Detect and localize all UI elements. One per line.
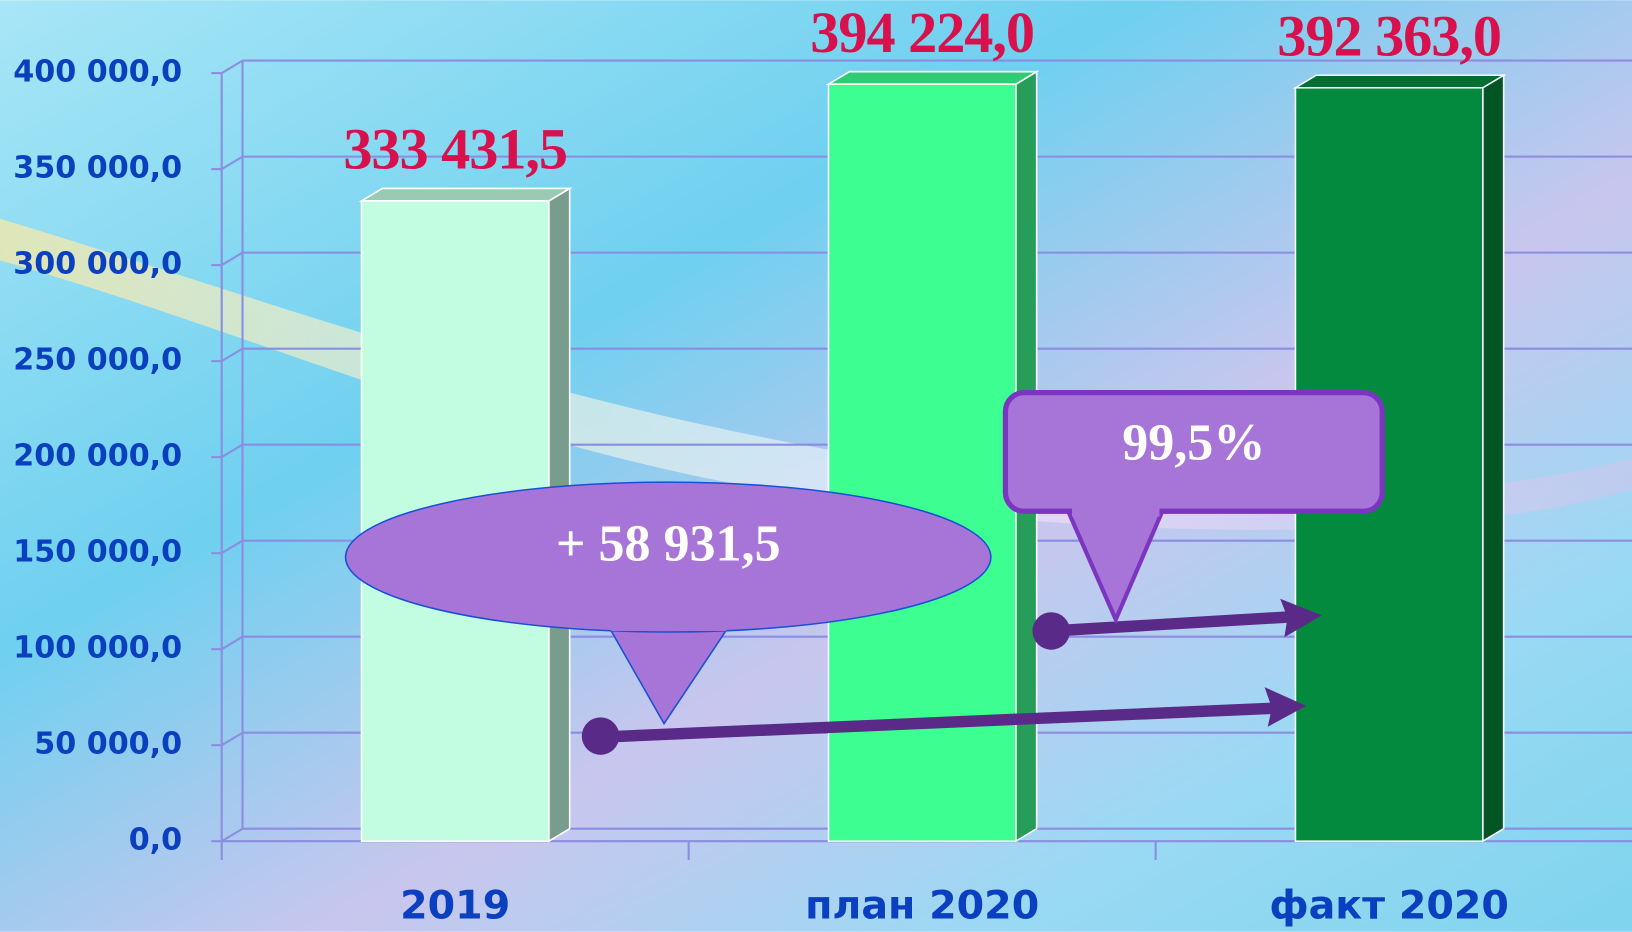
bar-top [362,188,570,200]
bar-side [1483,75,1504,841]
x-tick-label: факт 2020 [1269,882,1509,928]
y-tick-label: 150 000,0 [13,535,182,570]
callout-cover [611,614,727,631]
y-tick-label: 300 000,0 [13,247,182,282]
y-tick-label: 250 000,0 [13,343,182,378]
x-tick-label: план 2020 [805,882,1039,928]
y-tick-label: 400 000,0 [13,55,182,90]
x-tick-label: 2019 [400,882,510,928]
y-tick-label: 50 000,0 [34,727,182,762]
y-tick-label: 0,0 [129,823,182,858]
annotation: + 58 931,5 [556,516,781,573]
page: {"chart_data":{"type":"bar3d", "categori… [0,0,1632,932]
y-tick-label: 350 000,0 [13,151,182,186]
value-label: 394 224,0 [810,0,1034,65]
callout-cover [1072,504,1159,516]
value-label: 392 363,0 [1277,3,1501,68]
chart: 0,0 50 000,0 100 000,0 150 000,0 200 000,0 25… [0,0,1632,932]
arrow-dot [582,717,619,754]
y-tick-label: 100 000,0 [13,631,182,666]
bar-top [1295,75,1503,87]
y-tick-label: 200 000,0 [13,439,182,474]
value-label: 333 431,5 [343,117,567,182]
bar-top [828,72,1036,84]
annotation: 99,5% [1122,415,1265,472]
arrow-dot [1032,612,1069,649]
